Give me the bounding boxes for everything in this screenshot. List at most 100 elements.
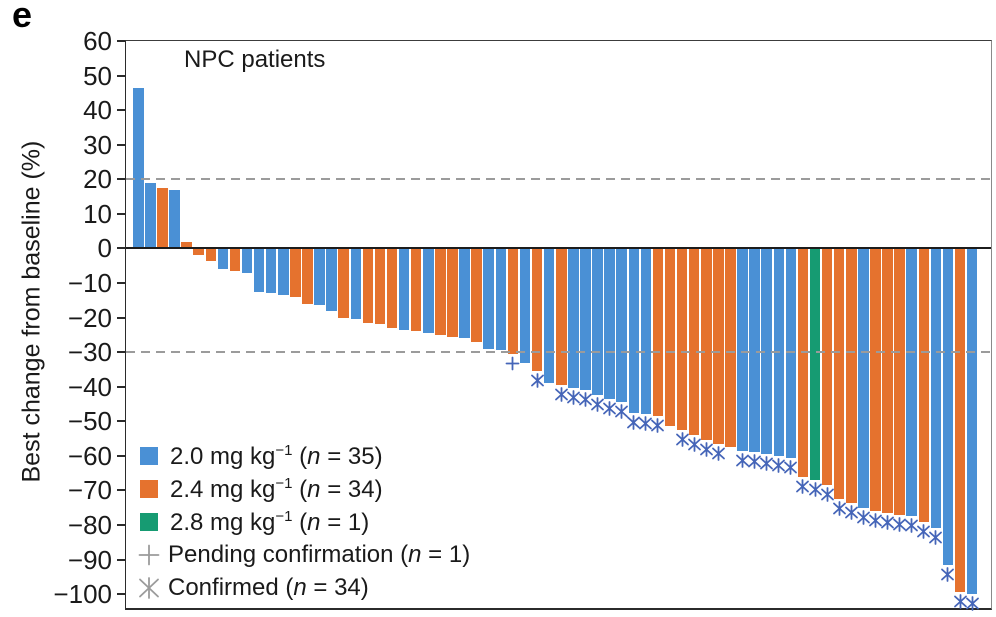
patient-bar	[713, 248, 724, 444]
patient-bar	[471, 248, 482, 342]
y-tick-label: 20	[83, 164, 112, 195]
patient-bar	[519, 248, 531, 363]
legend-color-swatch	[140, 447, 158, 465]
patient-bar	[410, 248, 422, 332]
patient-bar	[265, 248, 277, 294]
legend-label: 2.4 mg kg−1 (n = 34)	[170, 474, 383, 503]
confirmed-asterisk-icon	[614, 404, 629, 424]
y-tick-mark	[117, 454, 125, 457]
patient-bar	[314, 248, 325, 306]
patient-bar	[580, 248, 591, 391]
patient-bar	[966, 248, 978, 595]
confirmed-asterisk-icon	[795, 478, 810, 499]
patient-bar	[701, 248, 712, 441]
patient-bar	[821, 248, 833, 486]
confirmed-asterisk-icon	[626, 414, 641, 435]
patient-bar	[193, 248, 204, 256]
y-tick-label: 60	[83, 26, 112, 56]
confirmed-asterisk-icon	[783, 459, 798, 480]
y-tick-label: −30	[67, 337, 112, 368]
legend-label: 2.8 mg kg−1 (n = 1)	[170, 507, 370, 536]
confirmed-asterisk-icon	[566, 390, 581, 410]
patient-bar	[858, 248, 869, 508]
patient-bar	[809, 248, 821, 481]
y-tick-mark	[117, 178, 125, 181]
plot-area: NPC patients 60 50 40 30 20 10 0 −10 −20 −30 −40 −5…	[53, 28, 992, 612]
confirmed-asterisk-icon	[699, 442, 714, 462]
patient-bar	[302, 248, 313, 304]
y-tick-label: −10	[67, 268, 112, 298]
patient-bar	[217, 248, 229, 270]
dashed-reference-line	[126, 178, 991, 181]
patient-bar	[942, 248, 954, 565]
patient-bar	[568, 248, 579, 389]
patient-bar	[906, 248, 917, 517]
patient-bar	[652, 248, 664, 417]
patient-bar	[628, 248, 639, 413]
patient-bar	[241, 248, 253, 273]
confirmed-asterisk-icon	[904, 518, 919, 538]
y-tick-mark	[117, 212, 125, 215]
confirmed-asterisk-icon	[554, 387, 569, 407]
patient-bar	[362, 248, 374, 323]
y-tick-label: −70	[67, 475, 112, 506]
legend-item: 2.4 mg kg−1 (n = 34)	[140, 474, 383, 503]
confirmed-asterisk-icon	[953, 594, 968, 614]
patient-bar	[894, 248, 905, 515]
legend-label: 2.0 mg kg−1 (n = 35)	[170, 441, 383, 470]
patient-bar	[374, 248, 386, 325]
y-tick-mark	[117, 247, 125, 250]
confirmed-asterisk-icon	[928, 530, 943, 550]
confirmed-asterisk-icon	[880, 515, 895, 535]
confirmed-asterisk-icon	[747, 454, 762, 474]
y-tick-label: 40	[83, 95, 112, 126]
confirmed-asterisk-icon	[530, 373, 545, 393]
chart-title: NPC patients	[184, 46, 326, 73]
confirmed-asterisk-icon	[856, 509, 871, 530]
y-tick-mark	[117, 143, 125, 146]
patient-bar	[229, 248, 241, 271]
patient-bar	[664, 248, 676, 427]
y-tick-mark	[117, 593, 125, 596]
patient-bar	[543, 248, 555, 384]
confirmed-asterisk-icon	[940, 566, 955, 587]
y-tick-label: 0	[97, 233, 112, 264]
patient-bar	[833, 248, 845, 500]
confirmed-asterisk-icon	[590, 397, 605, 417]
patient-bar	[918, 248, 930, 522]
y-tick-label: −100	[53, 579, 112, 610]
patient-bar	[205, 248, 216, 261]
y-tick-mark	[117, 420, 125, 423]
y-tick-mark	[117, 385, 125, 388]
patient-bar	[725, 248, 736, 448]
y-tick-mark	[117, 558, 125, 561]
legend-item: Pending confirmation (n = 1)	[138, 541, 471, 568]
y-tick-mark	[117, 524, 125, 527]
confirmed-asterisk-icon	[916, 523, 931, 544]
y-tick-label: −90	[67, 544, 112, 575]
patient-bar	[133, 87, 144, 249]
confirmed-asterisk-icon	[578, 392, 593, 412]
patient-bar	[749, 248, 760, 453]
y-tick-mark	[117, 316, 125, 319]
patient-bar	[592, 248, 603, 396]
y-tick-mark	[117, 40, 125, 42]
patient-bar	[531, 248, 543, 372]
plus-icon	[138, 544, 160, 566]
panel-label: e	[12, 0, 33, 35]
confirmed-asterisk-icon	[650, 418, 665, 438]
y-tick-label: −80	[67, 510, 112, 541]
dashed-reference-line	[126, 351, 991, 354]
patient-bar	[386, 248, 398, 328]
patient-bar	[278, 248, 289, 296]
patient-bar	[145, 182, 156, 249]
y-tick-label: −60	[67, 440, 112, 471]
patient-bar	[350, 248, 362, 320]
patient-bar	[326, 248, 337, 311]
patient-bar	[737, 248, 748, 451]
legend-label: Pending confirmation (n = 1)	[168, 541, 471, 568]
y-tick-label: −40	[67, 371, 112, 402]
asterisk-icon	[138, 577, 160, 599]
confirmed-asterisk-icon	[675, 432, 690, 452]
